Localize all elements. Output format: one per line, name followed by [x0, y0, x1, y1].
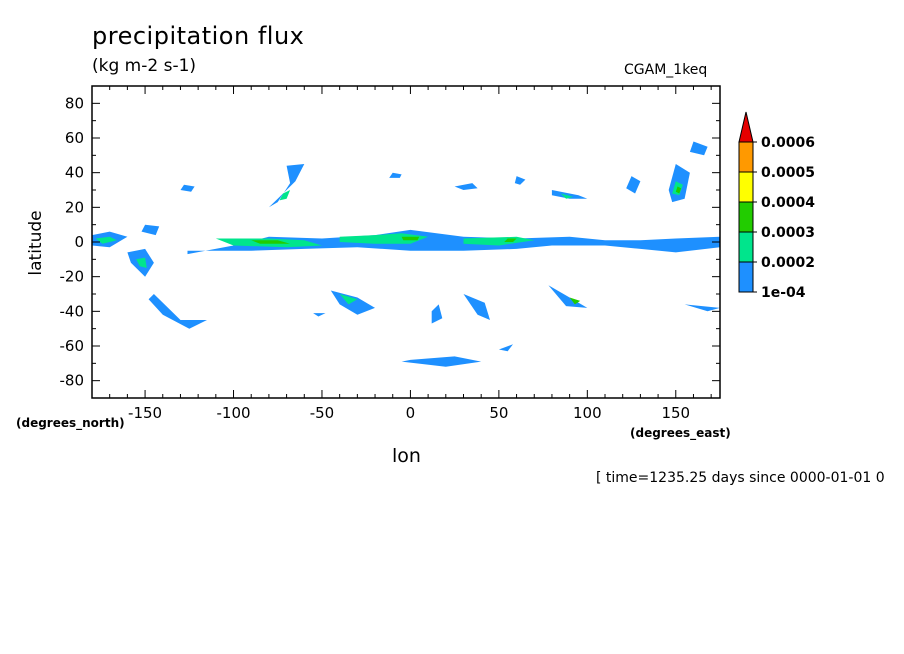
colorbar-swatch-1	[738, 231, 754, 263]
contour-region-17	[514, 176, 526, 185]
y-tick-label: 20	[65, 198, 84, 216]
run-label: CGAM_1keq	[624, 62, 708, 78]
contour-region-30	[463, 294, 490, 320]
y-tick-label: 0	[74, 233, 84, 251]
contour-region-10	[401, 236, 420, 241]
chart-title: precipitation flux	[92, 22, 305, 50]
contour-region-12	[268, 164, 305, 208]
contour-region-35	[498, 344, 513, 352]
y-tick-label: 40	[65, 164, 84, 182]
y-tick-label: -40	[60, 302, 85, 320]
contour-region-11	[504, 238, 517, 242]
contour-region-16	[454, 183, 478, 190]
contour-region-23	[675, 186, 682, 194]
colorbar-swatch-4	[738, 141, 754, 173]
time-label: [ time=1235.25 days since 0000-01-01 0	[596, 470, 885, 486]
contour-region-27	[339, 294, 358, 305]
x-ticks: -150 -100 -50 0 50 100 150	[91, 86, 712, 422]
colorbar: 1e-04 0.0002 0.0003 0.0004 0.0005 0.0006	[738, 111, 815, 301]
x-axis-label: lon	[392, 445, 421, 467]
contour-region-8	[463, 236, 535, 246]
contour-region-29	[431, 304, 443, 324]
y-tick-label: -20	[60, 268, 85, 286]
colorbar-extend-arrow	[738, 111, 754, 143]
contour-region-1	[95, 236, 117, 244]
contour-region-25	[148, 294, 207, 329]
x-units-label: (degrees_east)	[630, 426, 731, 440]
colorbar-label: 0.0002	[761, 255, 815, 271]
x-tick-label: -150	[128, 404, 162, 422]
x-tick-label: -100	[216, 404, 250, 422]
y-tick-label: 80	[65, 94, 84, 112]
contour-region-20	[626, 176, 641, 194]
contour-region-14	[180, 184, 195, 192]
x-tick-label: 50	[489, 404, 508, 422]
contour-region-18	[551, 190, 588, 199]
contour-region-7	[339, 233, 429, 244]
contour-region-33	[684, 304, 720, 312]
colorbar-label: 0.0003	[761, 225, 815, 241]
contour-region-31	[548, 285, 588, 308]
y-tick-label: -60	[60, 337, 85, 355]
contour-region-5	[187, 229, 720, 255]
y-ticks: 80 60 40 20 0 -20 -40 -60 -80	[60, 85, 720, 399]
contour-region-13	[279, 190, 291, 201]
colorbar-label: 0.0006	[761, 135, 815, 151]
contour-region-26	[330, 290, 375, 315]
y-tick-label: 60	[65, 129, 84, 147]
colorbar-swatch-3	[738, 171, 754, 203]
y-axis-label: latitude	[26, 210, 46, 276]
colorbar-swatch-2	[738, 201, 754, 233]
contour-region-4	[141, 224, 160, 236]
contour-regions	[92, 141, 720, 367]
contour-region-32	[569, 297, 581, 305]
x-tick-label: -50	[310, 404, 335, 422]
y-tick-label: -80	[60, 372, 85, 390]
x-tick-label: 0	[406, 404, 416, 422]
colorbar-label: 1e-04	[761, 285, 806, 301]
y-units-label: (degrees_north)	[16, 416, 125, 430]
colorbar-label: 0.0004	[761, 195, 815, 211]
contour-region-28	[313, 313, 326, 317]
contour-region-9	[251, 240, 291, 244]
colorbar-swatch-0	[738, 261, 754, 293]
x-tick-label: 150	[661, 404, 690, 422]
contour-region-15	[389, 172, 402, 178]
contour-region-24	[689, 141, 708, 156]
contour-region-19	[560, 193, 574, 199]
x-tick-label: 100	[573, 404, 602, 422]
chart-subtitle: (kg m-2 s-1)	[92, 56, 197, 76]
contour-region-3	[136, 257, 147, 268]
colorbar-label: 0.0005	[761, 165, 815, 181]
contour-region-34	[401, 356, 482, 367]
